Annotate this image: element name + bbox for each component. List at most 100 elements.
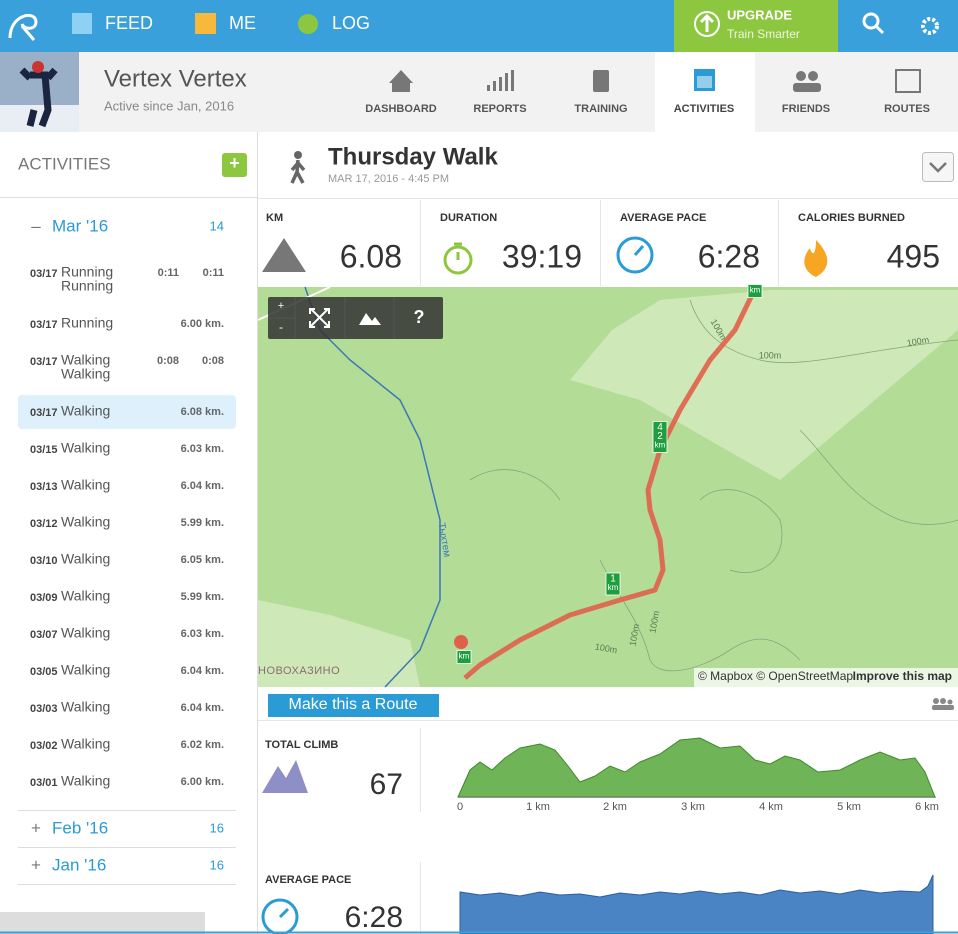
pace-section-icon — [261, 898, 299, 934]
add-activity-label[interactable]: + — [229, 153, 240, 173]
tab[interactable]: REPORTS — [473, 103, 526, 115]
logo[interactable] — [8, 13, 38, 41]
activity-distance: 6.00 km. — [181, 318, 224, 330]
zoom-out[interactable]: - — [279, 320, 283, 334]
activity-name: Walking — [61, 477, 110, 493]
activity-name: Running — [61, 278, 113, 294]
km-marker-label: 4 — [657, 422, 663, 433]
friends-icon — [808, 71, 818, 81]
pace-needle — [633, 245, 645, 256]
km-marker[interactable] — [605, 572, 621, 596]
route-button-label[interactable]: Make this a Route — [289, 696, 418, 713]
activity-date: 03/12 — [30, 518, 58, 530]
nav-log[interactable]: LOG — [332, 13, 370, 33]
activity-date: 03/07 — [30, 629, 58, 641]
tab[interactable]: DASHBOARD — [365, 103, 437, 115]
upgrade-sub[interactable]: Train Smarter — [727, 27, 800, 41]
activity-date: 03/17 — [30, 407, 58, 419]
activity-distance: 6.02 km. — [181, 739, 224, 751]
training-icon — [593, 70, 609, 92]
elevation-tick: 4 km — [759, 801, 783, 813]
tab[interactable]: ACTIVITIES — [674, 103, 735, 115]
activity-name: Walking — [61, 625, 110, 641]
map[interactable] — [257, 286, 958, 688]
km-marker[interactable] — [456, 650, 472, 664]
activity-date: 03/03 — [30, 703, 58, 715]
tab[interactable]: TRAINING — [574, 103, 627, 115]
scrollbar[interactable] — [0, 912, 205, 934]
activity-distance: 6.04 km. — [181, 702, 224, 714]
activity-name: Walking — [61, 736, 110, 752]
month-toggle[interactable]: – — [31, 216, 41, 235]
route-button[interactable] — [268, 694, 439, 717]
nav-me[interactable]: ME — [229, 13, 256, 33]
month-toggle[interactable]: + — [31, 855, 41, 874]
map-place: НОВОХАЗИНО — [258, 665, 340, 677]
activity-name: Walking — [61, 366, 110, 382]
activity-date: 03/17 — [30, 319, 58, 331]
group-icon-body — [932, 705, 954, 710]
km-marker[interactable] — [747, 284, 763, 298]
activity-row[interactable] — [18, 256, 236, 304]
climb-value: 67 — [370, 768, 403, 801]
duration-icon — [443, 245, 473, 275]
stat-value: 6.08 — [340, 238, 402, 274]
walker-icon — [290, 159, 306, 184]
month-toggle[interactable]: + — [31, 818, 41, 837]
pace-profile — [459, 874, 934, 934]
contour — [599, 559, 801, 672]
activity-date: 03/05 — [30, 666, 58, 678]
route-line — [463, 293, 755, 680]
nav-feed[interactable]: FEED — [105, 13, 153, 33]
activity-distance: 5.99 km. — [181, 591, 224, 603]
upgrade-block[interactable] — [674, 0, 838, 52]
activity-name: Walking — [61, 699, 110, 715]
dropdown-button[interactable] — [922, 152, 954, 182]
activity-name: Walking — [61, 773, 110, 789]
month-label[interactable]: Mar '16 — [52, 216, 108, 235]
activities-icon-grid — [697, 76, 712, 88]
month-count: 14 — [210, 218, 224, 233]
elevation-tick: 6 km — [915, 801, 939, 813]
activity-name: Walking — [61, 403, 110, 419]
upgrade-icon — [694, 11, 720, 37]
contour — [689, 299, 958, 364]
stat-label: DURATION — [440, 212, 497, 224]
month-count: 16 — [210, 857, 224, 872]
reports-icon — [487, 85, 490, 91]
settings-icon[interactable] — [921, 17, 939, 35]
group-icon-dot — [940, 698, 946, 704]
reports-icon — [499, 77, 502, 91]
group-icon[interactable] — [932, 698, 954, 710]
climb-icon — [262, 760, 308, 793]
activity-name: Walking — [61, 551, 110, 567]
elevation-tick: 5 km — [837, 801, 861, 813]
add-activity-button[interactable] — [222, 153, 247, 177]
month-label[interactable]: Feb '16 — [52, 818, 108, 837]
map-improve[interactable]: Improve this map — [853, 669, 952, 683]
activity-row[interactable] — [18, 344, 236, 392]
km-marker-label: 2 — [657, 431, 663, 442]
activity-name: Running — [61, 315, 113, 331]
tab[interactable]: ROUTES — [884, 103, 930, 115]
terrain-button[interactable] — [359, 313, 381, 325]
help-button[interactable]: ? — [414, 307, 425, 327]
fullscreen-button[interactable] — [309, 308, 330, 328]
month-label[interactable]: Jan '16 — [52, 855, 106, 874]
pace-section-needle — [278, 907, 290, 919]
activity-time: 0:11 — [203, 267, 224, 279]
zoom-in[interactable]: + — [278, 300, 284, 312]
tab[interactable]: FRIENDS — [782, 103, 830, 115]
elevation-tick: 1 km — [526, 801, 550, 813]
activity-distance: 6.05 km. — [181, 554, 224, 566]
km-marker[interactable] — [652, 421, 668, 453]
group-icon-dot — [947, 699, 953, 705]
stat-label: AVERAGE PACE — [620, 212, 706, 224]
contour — [469, 469, 561, 501]
upgrade-label[interactable]: UPGRADE — [727, 7, 792, 22]
activity-name: Walking — [61, 352, 110, 368]
km-icon — [262, 238, 306, 272]
stat-label: KM — [266, 212, 283, 224]
search-icon[interactable] — [862, 12, 880, 30]
